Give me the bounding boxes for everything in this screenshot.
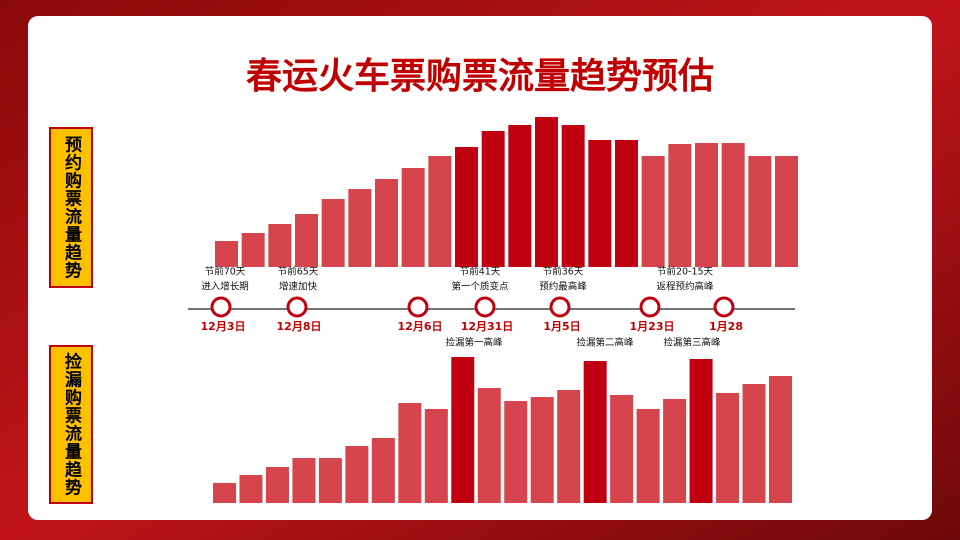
bar — [504, 401, 528, 503]
bar — [748, 156, 772, 267]
bar — [424, 409, 448, 503]
bar — [477, 388, 501, 503]
timeline-note: 预约最高峰 — [539, 281, 587, 293]
title: 春运火车票购票流量趋势预估 — [246, 56, 714, 97]
timeline-date: 12月6日 — [398, 320, 443, 333]
bar — [348, 189, 372, 267]
timeline-marker — [639, 296, 661, 318]
bar — [268, 224, 292, 267]
bar — [292, 458, 316, 503]
bar — [375, 179, 398, 267]
timeline-date: 12月31日 — [461, 320, 514, 333]
timeline-note: 节前65天 — [278, 266, 319, 278]
timeline-date: 1月28 — [709, 320, 743, 333]
bar — [775, 156, 798, 267]
bar — [716, 393, 740, 503]
bar — [398, 403, 422, 503]
catch-note: 捡漏第三高峰 — [663, 337, 721, 349]
timeline-note: 增速加快 — [279, 281, 318, 293]
bar — [508, 125, 532, 267]
bar — [241, 233, 265, 267]
bar — [663, 399, 687, 503]
catch-note: 捡漏第二高峰 — [576, 337, 634, 349]
catch-note: 捡漏第一高峰 — [445, 337, 503, 349]
bar — [239, 475, 263, 503]
timeline-note: 节前36天 — [543, 266, 584, 278]
bar — [428, 156, 452, 267]
timeline-note: 第一个质变点 — [451, 281, 509, 293]
timeline-marker — [474, 296, 496, 318]
bar — [721, 143, 745, 267]
bar — [742, 384, 766, 503]
timeline-note: 节前41天 — [460, 266, 501, 278]
bar — [401, 168, 425, 267]
bar — [318, 458, 342, 503]
bar — [695, 143, 718, 267]
side-label-box — [49, 127, 93, 288]
bar — [535, 117, 558, 267]
timeline-marker — [286, 296, 308, 318]
bar — [610, 395, 634, 503]
bar — [689, 359, 713, 503]
timeline-marker — [549, 296, 571, 318]
bar — [321, 199, 345, 267]
side-label: 预约购票流量趋势 — [61, 135, 82, 279]
bar — [636, 409, 660, 503]
bar — [561, 125, 585, 267]
bar — [451, 357, 475, 503]
bar — [583, 361, 607, 503]
timeline-marker — [407, 296, 429, 318]
bar — [769, 376, 792, 503]
bar — [265, 467, 289, 503]
bar — [295, 214, 318, 267]
timeline-date: 12月3日 — [201, 320, 246, 333]
bar — [455, 147, 478, 267]
bar — [481, 131, 505, 267]
bar — [345, 446, 369, 503]
timeline-date: 1月5日 — [543, 320, 580, 333]
bar — [641, 156, 665, 267]
bar — [530, 397, 554, 503]
timeline-date: 1月23日 — [630, 320, 675, 333]
timeline-note: 进入增长期 — [201, 281, 249, 293]
bar — [557, 390, 581, 503]
bar — [615, 140, 638, 267]
bar — [668, 144, 692, 267]
timeline-marker — [210, 296, 232, 318]
bar — [213, 483, 236, 503]
timeline-marker — [713, 296, 735, 318]
side-label-box — [49, 345, 93, 504]
timeline-note: 返程预约高峰 — [656, 281, 714, 293]
bar — [371, 438, 395, 503]
bar — [588, 140, 612, 267]
timeline-date: 12月8日 — [277, 320, 322, 333]
bar — [215, 241, 238, 267]
timeline-note: 节前20-15天 — [657, 266, 714, 278]
side-label: 捡漏购票流量趋势 — [61, 351, 82, 496]
timeline-note: 节前70天 — [205, 266, 246, 278]
